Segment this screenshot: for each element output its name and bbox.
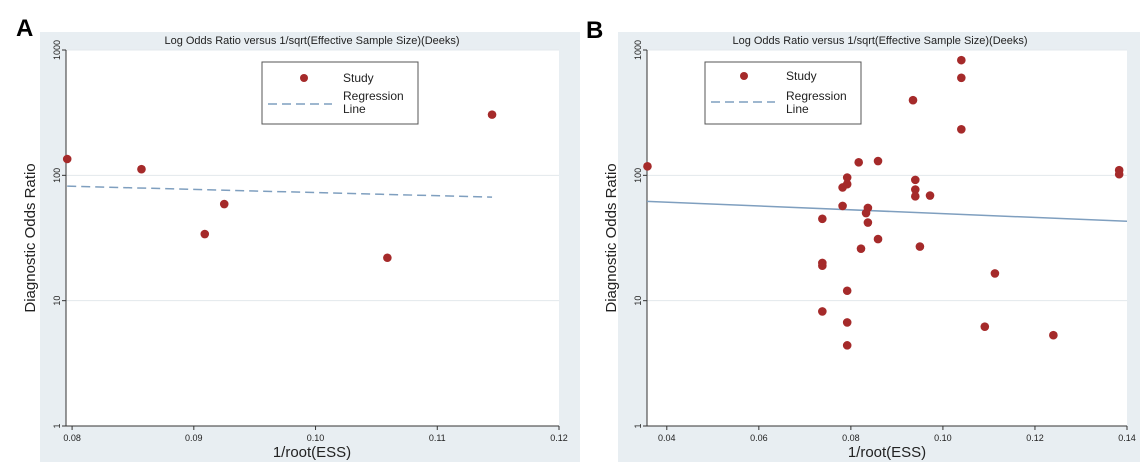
panel-a-study-point bbox=[383, 253, 392, 263]
panel-a-x-tick-label: 0.09 bbox=[185, 433, 203, 443]
panel-b-x-tick-label: 0.10 bbox=[934, 433, 952, 443]
panel-b-y-axis-label: Diagnostic Odds Ratio bbox=[603, 163, 620, 312]
panel-a-legend-line-label: Line bbox=[343, 102, 366, 116]
panel-a-y-tick-label: 100 bbox=[52, 168, 62, 183]
panel-b-legend-regression-label: Regression bbox=[786, 89, 847, 103]
panel-a-study-point bbox=[487, 110, 497, 119]
panel-b-study-point bbox=[863, 203, 873, 213]
panel-b-x-tick-label: 0.14 bbox=[1118, 433, 1136, 443]
panel-b-study-point bbox=[818, 214, 827, 224]
panel-b-y-ticks: 1 10 100 1000 bbox=[633, 40, 647, 429]
panel-b-legend-study-label: Study bbox=[786, 69, 817, 83]
panel-a-legend: Study Regression Line bbox=[261, 61, 419, 125]
panel-b-study-point bbox=[838, 201, 847, 211]
panel-b-study-point bbox=[873, 156, 883, 166]
panel-b-study-point bbox=[842, 179, 852, 189]
panel-b-y-tick-label: 1000 bbox=[633, 40, 643, 60]
panel-b-study-point bbox=[818, 307, 827, 316]
panel-b-points bbox=[643, 55, 1124, 350]
panel-b-x-tick-label: 0.08 bbox=[842, 433, 860, 443]
panel-b-study-point bbox=[856, 244, 866, 253]
panel-b-study-point bbox=[1049, 330, 1058, 340]
panel-a-y-tick-label: 1000 bbox=[52, 40, 62, 60]
panel-a-letter: A bbox=[16, 15, 33, 42]
panel-a-x-tick-label: 0.10 bbox=[307, 433, 325, 443]
panel-a-y-tick-label: 10 bbox=[52, 296, 62, 306]
panel-b-study-point bbox=[842, 341, 852, 350]
panel-a-x-tick-label: 0.12 bbox=[550, 433, 568, 443]
panel-b-study-point bbox=[911, 192, 920, 201]
panel-b-study-point bbox=[957, 73, 966, 83]
panel-b-title: Log Odds Ratio versus 1/sqrt(Effective S… bbox=[732, 35, 1027, 47]
panel-b-study-point bbox=[1114, 169, 1124, 179]
panel-b-x-tick-label: 0.06 bbox=[750, 433, 768, 443]
panel-a-legend-study-label: Study bbox=[343, 71, 374, 85]
panel-a-x-axis-label: 1/root(ESS) bbox=[273, 444, 351, 461]
panel-b-legend: Study Regression Line bbox=[704, 61, 862, 125]
panel-a-study-point bbox=[137, 164, 146, 174]
panel-a-x-ticks: 0.08 0.09 0.10 0.11 0.12 bbox=[63, 426, 568, 443]
panel-b-regression-line bbox=[646, 200, 1128, 223]
panel-a: 1 10 100 1000 0.08 0.09 0.10 0.11 0.12 Study Re… bbox=[16, 15, 580, 462]
panel-a-regression-line bbox=[67, 185, 493, 198]
panel-b-legend-box bbox=[704, 61, 862, 125]
panel-b-legend-study-marker bbox=[740, 72, 748, 80]
panel-a-legend-box bbox=[261, 61, 419, 125]
panel-b-letter: B bbox=[586, 17, 603, 44]
panel-b: 1 10 100 1000 0.04 0.06 0.08 0.10 0.12 0.14 Stud… bbox=[586, 17, 1140, 462]
panel-b-study-point bbox=[990, 269, 1000, 278]
panel-b-x-tick-label: 0.12 bbox=[1026, 433, 1044, 443]
panel-a-legend-regression-label: Regression bbox=[343, 89, 404, 103]
panel-a-study-point bbox=[219, 199, 229, 209]
panel-b-x-ticks: 0.04 0.06 0.08 0.10 0.12 0.14 bbox=[658, 426, 1136, 443]
panel-b-study-point bbox=[842, 173, 852, 182]
panel-b-y-tick-label: 10 bbox=[633, 296, 643, 306]
panel-a-y-axis-label: Diagnostic Odds Ratio bbox=[22, 163, 39, 312]
panel-b-study-point bbox=[925, 191, 935, 200]
panel-b-study-point bbox=[911, 185, 920, 194]
panel-b-study-point bbox=[915, 242, 925, 251]
panel-a-study-point bbox=[62, 154, 72, 164]
panel-b-study-point bbox=[643, 162, 652, 171]
panel-b-study-point bbox=[957, 124, 966, 134]
panel-b-legend-line-label: Line bbox=[786, 102, 809, 116]
panel-a-x-tick-label: 0.08 bbox=[63, 433, 81, 443]
panel-a-x-tick-label: 0.11 bbox=[429, 433, 446, 443]
panel-b-study-point bbox=[873, 234, 883, 244]
panel-b-study-point bbox=[854, 158, 863, 167]
panel-b-x-axis-label: 1/root(ESS) bbox=[848, 444, 926, 461]
panel-b-study-point bbox=[908, 95, 918, 105]
panel-a-points bbox=[62, 110, 497, 263]
panel-b-study-point bbox=[980, 322, 990, 331]
panel-b-study-point bbox=[842, 318, 852, 327]
panel-b-study-point bbox=[842, 286, 852, 296]
panel-b-y-tick-label: 100 bbox=[633, 168, 643, 183]
panel-b-study-point bbox=[911, 175, 920, 185]
panel-a-title: Log Odds Ratio versus 1/sqrt(Effective S… bbox=[164, 35, 459, 47]
panel-a-study-point bbox=[200, 229, 210, 239]
panel-a-y-tick-label: 1 bbox=[52, 423, 62, 428]
panel-a-y-ticks: 1 10 100 1000 bbox=[52, 40, 66, 429]
panel-b-x-tick-label: 0.04 bbox=[658, 433, 676, 443]
panel-b-study-point bbox=[957, 55, 966, 65]
panel-a-legend-study-marker bbox=[300, 74, 308, 82]
panel-b-y-tick-label: 1 bbox=[633, 423, 643, 428]
panel-b-study-point bbox=[863, 218, 873, 227]
panel-b-study-point bbox=[818, 261, 827, 271]
